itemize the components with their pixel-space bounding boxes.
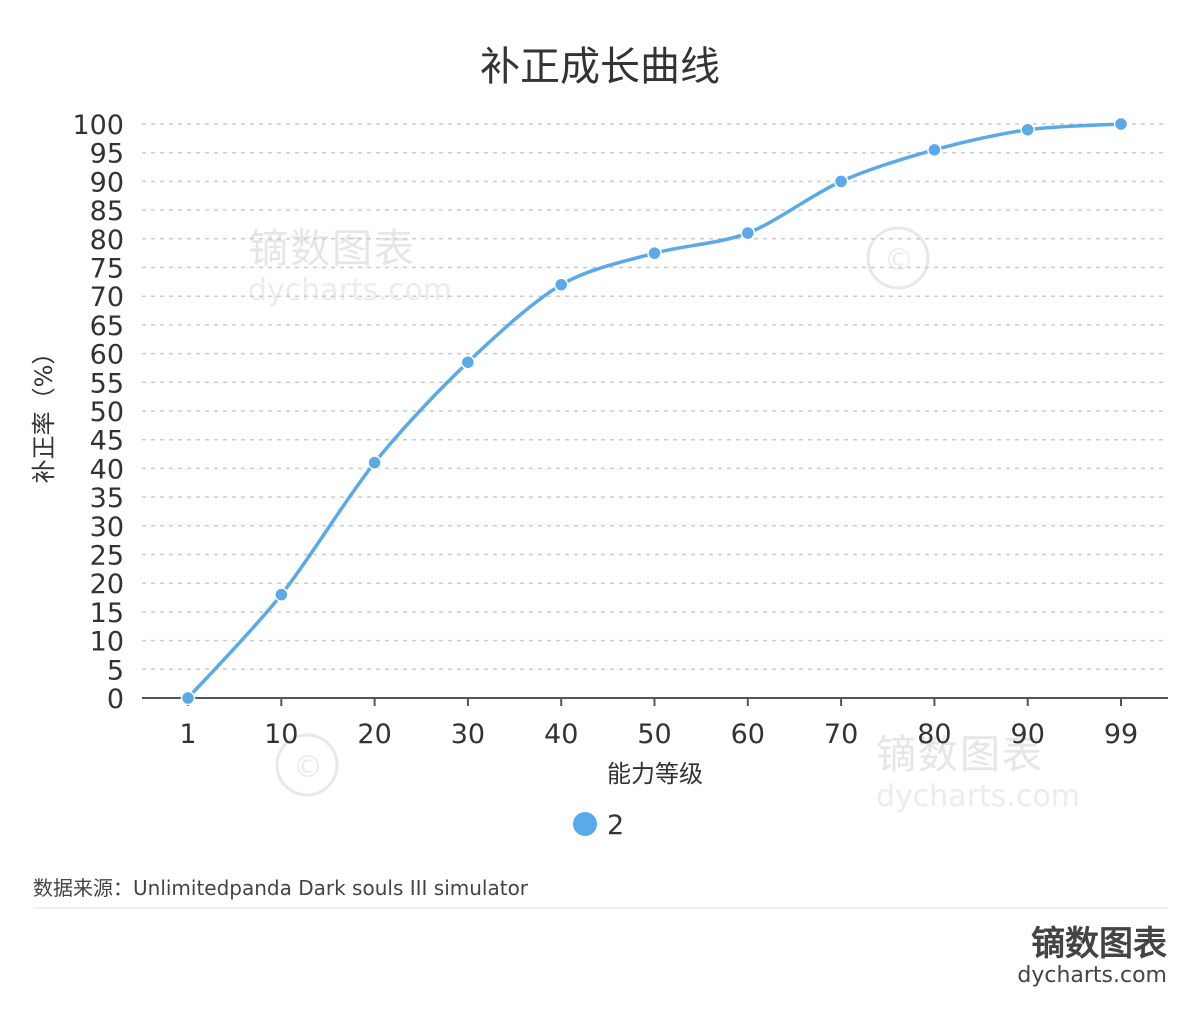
y-tick-label: 60	[90, 340, 124, 371]
x-tick-label: 10	[264, 719, 298, 750]
brand-logo-cn: 镝数图表	[1031, 924, 1167, 964]
legend: 2	[573, 810, 624, 841]
y-tick-label: 5	[107, 655, 124, 686]
y-tick-label: 55	[90, 368, 124, 399]
x-axis-label: 能力等级	[607, 760, 703, 788]
watermark-copyright-2: ©	[293, 750, 323, 785]
watermark-copyright-icon-2	[275, 733, 339, 797]
y-tick-label: 70	[90, 282, 124, 313]
y-tick-label: 10	[90, 627, 124, 658]
data-point	[647, 245, 662, 261]
y-tick-label: 25	[90, 541, 124, 572]
watermark-en-2: dycharts.com	[876, 779, 1080, 814]
watermark-group: 镝数图表 dycharts.com © 镝数图表 dycharts.com ©	[248, 226, 1080, 814]
data-point	[740, 225, 756, 241]
x-tick-label: 1	[179, 719, 196, 750]
y-tick-label: 85	[90, 196, 124, 227]
data-point	[1020, 122, 1035, 137]
x-tick-label: 50	[637, 719, 671, 750]
source-note: 数据来源：Unlimitedpanda Dark souls III simul…	[33, 876, 529, 900]
y-tick-label: 45	[90, 426, 124, 457]
y-tick-label: 20	[90, 569, 124, 600]
legend-marker	[573, 812, 597, 836]
brand-logo-en: dycharts.com	[1017, 963, 1167, 988]
watermark-cn: 镝数图表	[248, 226, 416, 272]
chart-title: 补正成长曲线	[480, 44, 720, 90]
y-tick-label: 35	[90, 483, 124, 514]
y-tick-label: 30	[90, 512, 124, 543]
series-points	[180, 116, 1129, 706]
x-tick-label: 90	[1011, 719, 1045, 750]
y-tick-label: 100	[72, 110, 124, 141]
data-point	[367, 455, 382, 470]
series-line	[186, 122, 1122, 700]
y-axis-label: 补正率（%）	[30, 341, 58, 484]
watermark-copyright-icon	[866, 226, 930, 290]
watermark-copyright: ©	[884, 243, 914, 278]
y-tick-label: 50	[90, 397, 124, 428]
x-tick-label: 70	[824, 719, 858, 750]
x-tick-label: 80	[917, 719, 951, 750]
y-tick-label: 95	[90, 139, 124, 170]
y-tick-label: 15	[90, 598, 124, 629]
y-tick-label: 40	[90, 454, 124, 485]
x-tick-label: 99	[1104, 719, 1138, 750]
grid-lines	[142, 123, 1168, 671]
data-point	[1113, 116, 1129, 132]
y-tick-label: 65	[90, 311, 124, 342]
data-point	[927, 142, 942, 158]
data-point	[274, 587, 289, 602]
y-tick-label: 90	[90, 167, 124, 198]
x-tick-label: 40	[544, 719, 578, 750]
watermark-cn-2: 镝数图表	[876, 732, 1044, 778]
data-point	[553, 277, 569, 292]
x-tick-label: 20	[357, 719, 391, 750]
watermark-en: dycharts.com	[248, 273, 452, 308]
x-tick-label: 30	[451, 719, 485, 750]
x-tick-labels: 1 10 20 30 40 50 60 70 80 90 99	[179, 698, 1138, 750]
data-point	[180, 690, 196, 706]
x-tick-label: 60	[731, 719, 765, 750]
y-tick-label: 75	[90, 254, 124, 285]
y-tick-label: 0	[107, 684, 124, 715]
legend-label: 2	[607, 810, 624, 841]
data-point	[833, 174, 849, 189]
y-tick-labels: 0510152025303540455055606570758085909510…	[72, 110, 124, 715]
y-tick-label: 80	[90, 225, 124, 256]
data-point	[460, 354, 476, 370]
